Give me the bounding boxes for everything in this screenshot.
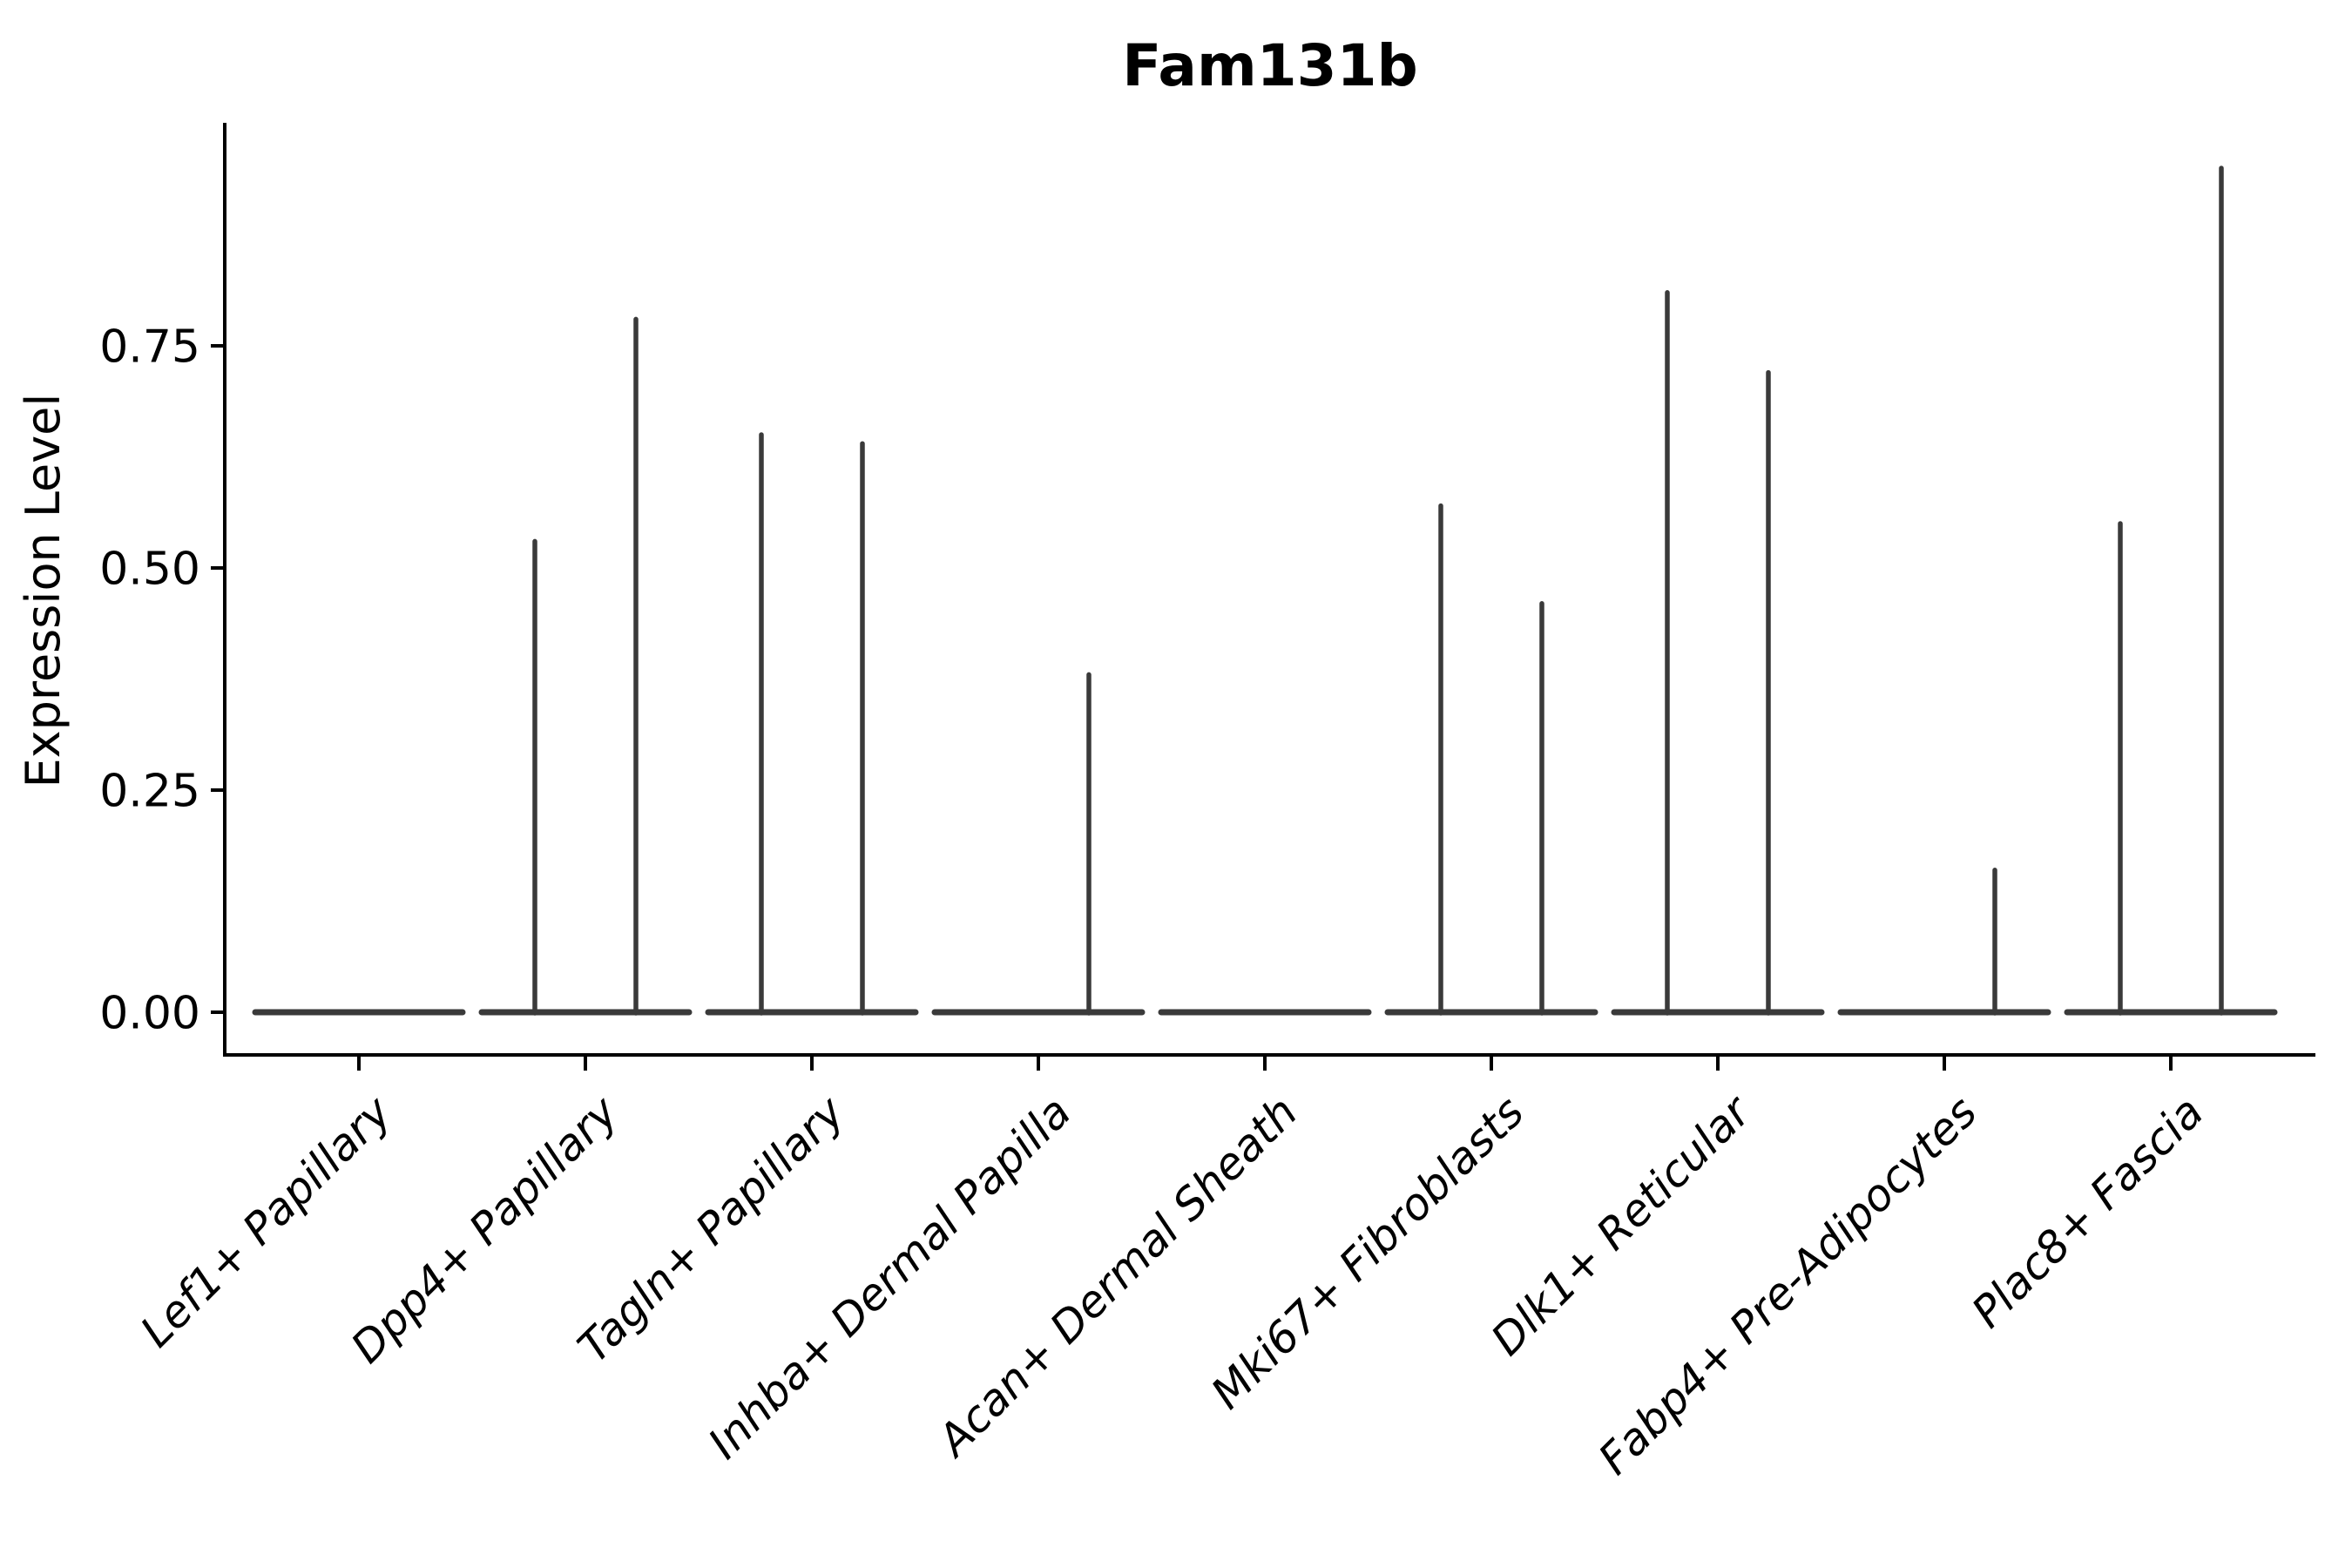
x-tick-label-4: Acan+ Dermal Sheath	[927, 1086, 1308, 1467]
x-tick-label-8: Plac8+ Fascia	[1963, 1086, 2213, 1337]
x-tick-label-7: Fabp4+ Pre-Adipocytes	[1589, 1086, 1987, 1484]
axes-layer	[211, 123, 2315, 1071]
y-tick-label-0.50: 0.50	[99, 544, 200, 596]
y-tick-label-0.75: 0.75	[99, 321, 200, 374]
x-tick-label-3: Inhba+ Dermal Papilla	[699, 1086, 1080, 1468]
y-tick-label-0.00: 0.00	[99, 988, 200, 1040]
y-axis-label: Expression Level	[16, 394, 71, 788]
y-tick-label-0.25: 0.25	[99, 766, 200, 818]
chart-title: Fam131b	[1122, 32, 1418, 99]
violins-layer	[252, 166, 2278, 1016]
